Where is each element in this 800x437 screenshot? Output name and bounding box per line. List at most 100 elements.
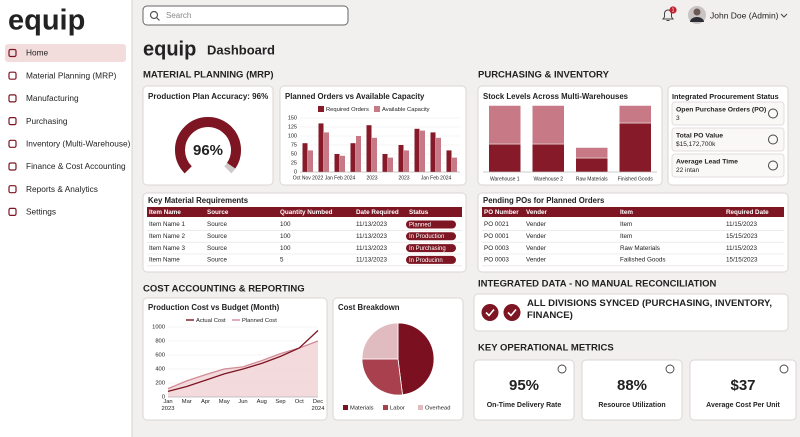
x-tick-label: Jun	[238, 399, 247, 405]
status-icon	[768, 134, 778, 145]
card	[689, 359, 797, 421]
x-tick-label: Apr	[200, 399, 211, 405]
y-tick-label: 75	[291, 142, 297, 148]
card	[142, 85, 274, 186]
status-value: $15,172,700k	[676, 141, 716, 148]
nav-item[interactable]: Home	[26, 48, 49, 58]
x-tick-label: Aug	[256, 399, 267, 405]
bar	[308, 150, 313, 172]
nav-item[interactable]: Manufacturing	[26, 93, 79, 103]
legend-swatch	[343, 405, 348, 410]
nav-item[interactable]: Reports & Analytics	[26, 184, 98, 194]
bar	[372, 137, 377, 172]
legend-swatch	[383, 405, 388, 410]
sync-text: ALL DIVISIONS SYNCED (PURCHASING, INVENT…	[527, 298, 773, 321]
card-title: Key Material Requirements	[148, 196, 249, 205]
table-cell: PO 0003	[484, 245, 509, 252]
table-cell: Item	[620, 221, 632, 228]
table-cell: Item Name	[149, 257, 180, 264]
y-tick-label: 25	[291, 160, 297, 166]
legend-label: Labor	[390, 406, 405, 412]
card-title: Pending POs for Planned Orders	[483, 196, 605, 205]
x-tick-label: Apr	[200, 399, 211, 405]
section-title: KEY OPERATIONAL METRICS	[478, 343, 614, 354]
status-label: Average Lead Time	[676, 158, 738, 165]
x-tick-label: Oct Nov 2022	[293, 175, 324, 181]
avatar	[693, 8, 701, 16]
table-cell: 100	[280, 233, 291, 240]
user-caret[interactable]	[780, 13, 788, 18]
metric-value: 88%	[617, 377, 647, 394]
nav-icon	[8, 162, 17, 171]
user-name[interactable]: John Doe (Admin)	[710, 10, 779, 20]
x-tick-label: Raw Materials	[576, 176, 608, 182]
sync-text: ALL DIVISIONS SYNCED (PURCHASING, INVENT…	[527, 298, 773, 321]
table-cell: 100	[280, 245, 291, 252]
x-tick-label: Dec 2024	[311, 399, 325, 412]
bar	[398, 145, 404, 172]
x-tick-label: Oct	[295, 399, 304, 405]
nav-item[interactable]: Finance & Cost Accounting	[26, 161, 126, 171]
check-mark	[507, 308, 517, 317]
card-title: Production Cost vs Budget (Month)	[148, 303, 280, 312]
nav-item[interactable]: Purchasing	[26, 116, 68, 126]
bar	[436, 137, 441, 172]
nav-icon	[8, 207, 17, 216]
status-pill	[406, 255, 456, 264]
table-cell: 11/13/2023	[356, 221, 388, 228]
bar	[420, 130, 425, 172]
table-cell: Source	[207, 257, 227, 264]
bar	[302, 143, 308, 172]
search-icon	[156, 17, 160, 21]
nav-item[interactable]: Material Planning (MRP)	[26, 70, 117, 80]
bar-segment	[532, 105, 565, 145]
bar-segment	[619, 122, 652, 173]
column-header: PO Number	[484, 209, 519, 216]
search-icon	[149, 10, 159, 20]
table-cell: Item Name 2	[149, 233, 186, 240]
nav-item[interactable]: Settings	[26, 207, 56, 217]
y-tick-label: 1000	[152, 325, 165, 331]
nav-icon	[8, 116, 17, 126]
y-tick-label: 50	[291, 151, 297, 157]
metric-icon	[557, 364, 567, 374]
metric-value: 95%	[509, 377, 539, 394]
table-cell: 5	[280, 257, 284, 264]
pie-slice	[361, 322, 399, 360]
x-tick-label: May	[219, 399, 230, 405]
column-header: Date Required	[356, 209, 399, 216]
bar	[340, 155, 345, 172]
status-value: 22 intan	[676, 167, 700, 174]
section-title: MATERIAL PLANNING (MRP)	[143, 70, 274, 81]
bar	[350, 143, 356, 172]
x-tick-label: Sep	[275, 399, 286, 405]
search-box[interactable]	[142, 5, 349, 26]
table-cell: Raw Materials	[620, 245, 660, 252]
logo: equip	[8, 5, 85, 37]
bar	[356, 136, 361, 172]
status-icon	[768, 160, 778, 171]
status-text: In Purchasing	[409, 246, 446, 252]
x-tick-label: 2023	[366, 175, 377, 181]
nav-item[interactable]: Inventory (Multi-Warehouse)	[26, 138, 131, 148]
card-title: Integrated Procurement Status	[672, 92, 779, 101]
bar	[404, 150, 409, 172]
legend-label: Overhead	[425, 406, 450, 412]
table-cell: Vender	[526, 257, 546, 264]
bell-icon[interactable]	[662, 9, 674, 21]
column-header: Quantity Numbed	[280, 209, 333, 216]
table-cell: Source	[207, 245, 227, 252]
y-tick-label: 150	[288, 115, 297, 121]
pie-slice	[397, 322, 435, 396]
table-header	[147, 207, 462, 217]
table-cell: 15/15/2023	[726, 257, 758, 264]
nav-icon	[8, 94, 17, 103]
y-tick-label: 125	[288, 124, 297, 130]
check-mark	[485, 308, 495, 317]
card-title: Production Plan Accuracy: 96%	[148, 92, 268, 101]
legend-label: Required Orders	[326, 107, 369, 113]
bar	[414, 128, 420, 172]
notification-badge	[669, 6, 677, 14]
nav-active	[5, 44, 126, 62]
